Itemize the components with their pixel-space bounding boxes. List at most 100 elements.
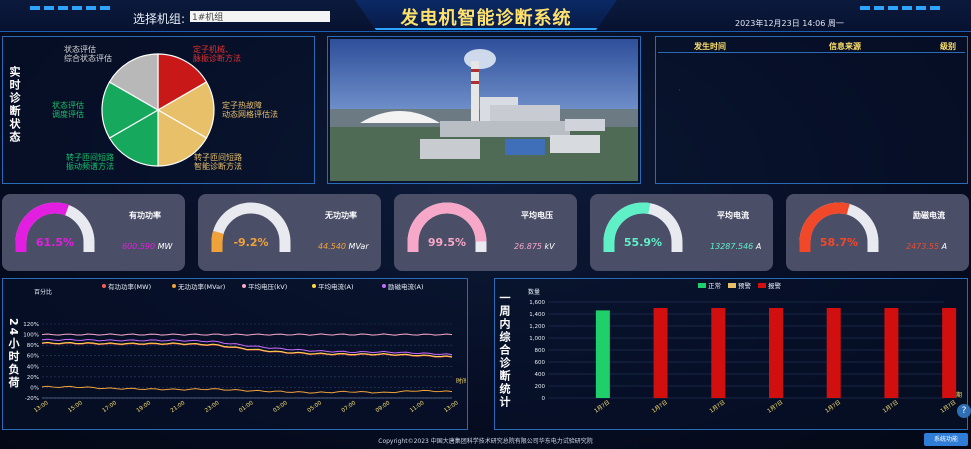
alarm-table-panel xyxy=(655,36,968,184)
power-plant-image xyxy=(330,39,638,181)
pie-label-line: 状态评估 xyxy=(52,101,84,110)
week-bar xyxy=(711,308,726,398)
table-header-divider xyxy=(658,52,965,53)
gauge-percent: 55.9% xyxy=(624,236,662,249)
pie-label-line: 振动频谱方法 xyxy=(66,162,114,171)
legend-label[interactable]: 励磁电流(A) xyxy=(388,282,424,291)
gauge-value-unit: MVar xyxy=(348,242,369,251)
gauge-value-number: 44.540 xyxy=(318,242,349,251)
x-tick-label: 09:00 xyxy=(375,400,392,414)
x-axis-label: 时间 xyxy=(456,377,466,385)
unit-select-label: 选择机组: xyxy=(133,12,186,26)
x-tick-label: 01:00 xyxy=(238,400,255,414)
gauge-card: 61.5% 有功功率 600.590 MW xyxy=(2,194,185,271)
y-tick-label: 1,000 xyxy=(529,336,545,342)
week-bar xyxy=(653,308,668,398)
gauge-percent: -9.2% xyxy=(233,236,268,249)
load-line-chart: 有功功率(MW) 无功功率(MVar) 平均电压(kV) 平均电流(A) 励磁电流(A)… xyxy=(23,282,466,414)
gauge-track xyxy=(211,202,291,252)
load-series-line xyxy=(41,342,453,358)
y-tick-label: 20% xyxy=(27,375,39,381)
gauge-value-number: 600.590 xyxy=(122,242,158,251)
pie-label-line: 脉振诊断方法 xyxy=(193,54,241,63)
pie-label-line: 转子匝间短路 xyxy=(194,153,242,162)
gauge-value-unit: A xyxy=(941,242,948,251)
x-tick-label: 1月?日 xyxy=(766,399,784,415)
y-tick-label: 400 xyxy=(535,372,546,378)
table-header-source: 信息来源 xyxy=(829,42,861,51)
pie-label-line: 智能诊断方法 xyxy=(194,162,242,171)
week-bar xyxy=(826,308,841,398)
pie-label-line: 定子机械、 xyxy=(193,45,233,54)
x-tick-label: 1月?日 xyxy=(651,399,669,415)
gauge-title: 平均电流 xyxy=(717,211,749,220)
gauge-value: 600.590 MW xyxy=(122,242,172,251)
pie-label-stator-thermal: 定子热故障 动态网格评估法 xyxy=(222,101,278,119)
pie-label-stator-mech: 定子机械、 脉振诊断方法 xyxy=(193,45,241,63)
y-tick-label: 1,400 xyxy=(529,312,545,318)
x-tick-label: 23:00 xyxy=(204,400,221,414)
y-axis-label: 数量 xyxy=(528,288,540,296)
gauge-card: 99.5% 平均电压 26.875 kV xyxy=(394,194,577,271)
gauge-fill xyxy=(799,202,850,252)
gauge-card: 58.7% 励磁电流 2473.55 A xyxy=(786,194,969,271)
pie-slice xyxy=(157,53,208,112)
y-tick-label: 80% xyxy=(27,343,39,349)
legend-marker xyxy=(102,284,106,288)
pie-label-line: 调度评估 xyxy=(52,110,84,119)
help-icon[interactable]: ? xyxy=(957,404,971,418)
gauge-percent: 61.5% xyxy=(36,236,74,249)
x-tick-label: 03:00 xyxy=(272,400,289,414)
x-tick-label: 05:00 xyxy=(307,400,324,414)
load-series-line xyxy=(41,385,453,394)
gauge-percent: 58.7% xyxy=(820,236,858,249)
week-chart-title: 一周内综合诊断统计 xyxy=(498,292,511,409)
legend-label[interactable]: 报警 xyxy=(768,281,782,290)
header-decoration-right xyxy=(860,6,940,10)
table-header-time: 发生时间 xyxy=(694,42,726,51)
gauge-title: 励磁电流 xyxy=(913,211,945,220)
y-tick-label: 0% xyxy=(30,385,39,391)
gauge-value: 44.540 MVar xyxy=(318,242,369,251)
legend-label[interactable]: 平均电流(A) xyxy=(318,282,354,291)
legend-marker xyxy=(242,284,246,288)
pie-label-rotor-smart: 转子匝间短路 智能诊断方法 xyxy=(194,153,242,171)
pie-slice xyxy=(101,81,160,139)
y-tick-label: 1,600 xyxy=(529,300,545,306)
x-tick-label: 13:00 xyxy=(33,400,50,414)
load-chart-title: 24小时负荷 xyxy=(7,318,20,390)
header-decoration-left xyxy=(30,6,110,10)
legend-label[interactable]: 正常 xyxy=(708,281,721,290)
legend-label[interactable]: 预警 xyxy=(738,281,752,290)
gauge-arc: -9.2% xyxy=(211,202,291,252)
y-tick-label: 60% xyxy=(27,354,39,360)
pie-label-line: 综合状态评估 xyxy=(64,54,112,63)
pie-label-line: 转子匝间短路 xyxy=(66,153,114,162)
x-tick-label: 1月?日 xyxy=(708,399,726,415)
x-tick-label: 11:00 xyxy=(409,400,426,414)
gauge-value-number: 2473.55 xyxy=(906,242,942,251)
gauge-value-number: 13287.546 xyxy=(710,242,756,251)
y-tick-label: 120% xyxy=(23,322,39,328)
week-bar xyxy=(942,308,957,398)
week-bar xyxy=(884,308,899,398)
pie-label-overall: 状态评估 综合状态评估 xyxy=(64,45,112,63)
y-tick-label: -20% xyxy=(25,396,39,402)
y-tick-label: 1,200 xyxy=(529,324,545,330)
y-tick-label: 40% xyxy=(27,364,39,370)
legend-marker xyxy=(728,283,736,288)
y-tick-label: 600 xyxy=(535,360,546,366)
legend-label[interactable]: 无功功率(MVar) xyxy=(178,282,225,291)
legend-label[interactable]: 有功功率(MW) xyxy=(108,282,151,291)
page-title: 发电机智能诊断系统 xyxy=(400,8,572,29)
y-tick-label: 0 xyxy=(542,396,546,402)
gauge-title: 无功功率 xyxy=(325,211,357,220)
x-tick-label: 17:00 xyxy=(102,400,119,414)
pie-label-line: 动态网格评估法 xyxy=(222,110,278,119)
legend-label[interactable]: 平均电压(kV) xyxy=(248,282,287,291)
gauge-value-number: 26.875 xyxy=(514,242,545,251)
unit-select-input[interactable] xyxy=(190,11,330,22)
gauge-arc: 58.7% xyxy=(799,202,879,252)
pie-label-line: 状态评估 xyxy=(64,45,96,54)
system-function-button[interactable]: 系统功能 xyxy=(924,433,968,446)
